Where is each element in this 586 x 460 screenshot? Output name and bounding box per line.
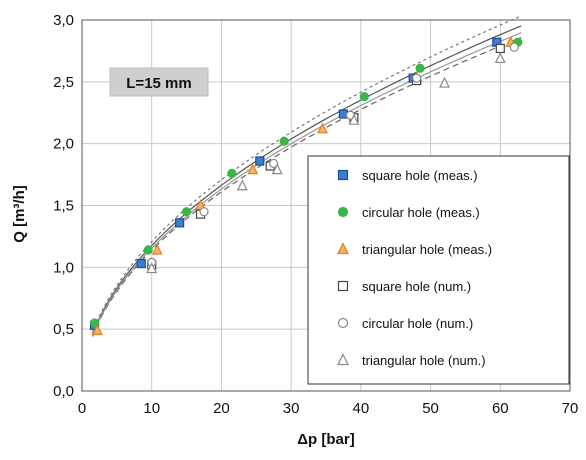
data-point [439,76,450,88]
data-point [279,136,289,146]
data-point [181,207,192,217]
data-point [271,163,283,175]
y-tick-label: 1,5 [53,198,74,215]
tick-labels: 0 10 20 30 40 50 60 70 0,0 0,5 1,0 1,5 2,0 2,5 3,0 [53,12,578,417]
x-tick-label: 30 [283,400,300,417]
y-tick-label: 2,0 [53,136,74,153]
legend-label: triangular hole (meas.) [362,242,492,257]
x-tick-label: 0 [78,400,86,417]
data-point [136,259,146,269]
data-point [255,156,265,166]
legend-label: square hole (num.) [362,279,471,294]
x-tick-label: 50 [422,400,439,417]
annotation-box: L=15 mm [109,67,209,97]
x-axis-title: Δp [bar] [297,431,354,448]
legend-marker [337,280,349,292]
y-tick-label: 2,5 [53,74,74,91]
axes [81,19,571,392]
legend-label: circular hole (num.) [362,316,473,331]
x-tick-label: 60 [492,400,509,417]
data-point [151,243,163,255]
data-point [199,207,209,217]
data-point [89,318,100,328]
legend-marker [337,242,349,255]
data-point [509,42,519,52]
y-tick-label: 3,0 [53,12,74,29]
y-tick-label: 1,0 [53,259,74,276]
data-point [91,324,103,336]
legend-marker [337,353,349,366]
fit-curve [91,32,522,336]
legend-box [307,155,570,385]
annotation-label: L=15 mm [126,75,191,92]
data-point [317,122,328,134]
data-point [146,262,158,274]
y-tick-label: 0,0 [53,383,74,400]
x-tick-label: 40 [353,400,370,417]
data-point [415,63,425,73]
data-point [227,168,237,178]
fit-curve [91,25,522,335]
x-tick-label: 10 [143,400,160,417]
legend-marker [337,317,349,329]
legend-label: square hole (meas.) [362,168,478,183]
fit-curves [91,15,522,337]
data-point [348,113,360,125]
data-point [412,73,422,83]
data-point [269,158,279,169]
data-point [494,51,506,63]
data-points [89,35,523,336]
y-axis-title: Q [m³/h] [11,185,28,243]
data-point [236,179,248,191]
legend: square hole (meas.) circular hole (meas.)… [307,155,570,385]
y-tick-label: 0,5 [53,321,74,338]
data-point [359,92,369,102]
plot-frame [81,19,571,392]
legend-label: triangular hole (num.) [362,353,486,368]
legend-marker [337,169,349,181]
data-point [247,163,259,175]
fit-curve [91,15,522,334]
data-point [495,43,505,54]
data-point [175,218,185,228]
legend-marker [337,206,349,218]
legend-label: circular hole (meas.) [362,205,480,220]
data-point [143,245,153,255]
x-tick-label: 20 [213,400,230,417]
fit-curve [91,37,522,337]
x-tick-label: 70 [562,400,579,417]
